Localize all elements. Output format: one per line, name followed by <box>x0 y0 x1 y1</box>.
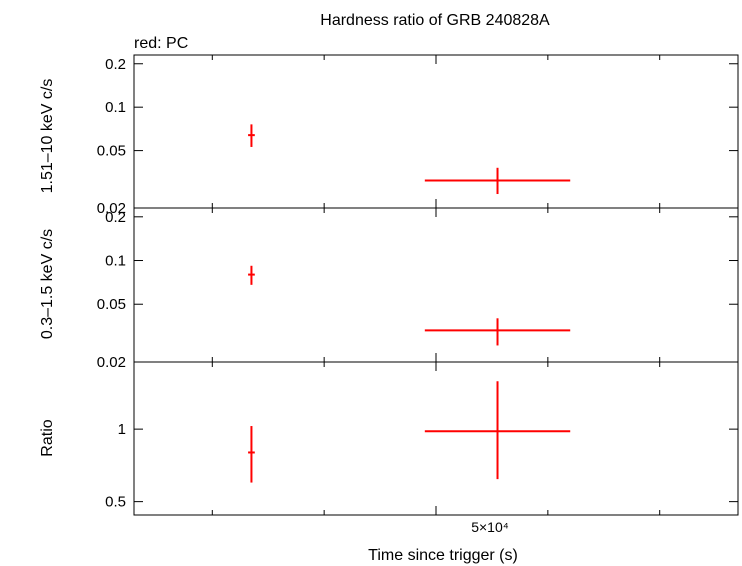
y-tick-label-hard: 0.02 <box>97 200 126 217</box>
y-tick-label-hard: 0.05 <box>97 143 126 160</box>
y-tick-label-ratio: 0.5 <box>105 494 126 511</box>
panel-frame-ratio <box>133 361 739 516</box>
y-tick-label-soft: 0.2 <box>105 209 126 226</box>
panel-frame-soft <box>133 207 739 363</box>
panel-frame-hard <box>133 54 739 209</box>
legend-text: red: PC <box>134 35 188 52</box>
y-tick-label-hard: 0.2 <box>105 56 126 73</box>
x-axis-label: Time since trigger (s) <box>368 547 518 564</box>
y-tick-label-ratio: 1 <box>118 421 126 438</box>
ylabel-hard: 1.51–10 keV c/s <box>39 79 56 194</box>
y-tick-label-soft: 0.1 <box>105 253 126 270</box>
ylabel-ratio: Ratio <box>39 419 56 456</box>
y-tick-label-hard: 0.1 <box>105 99 126 116</box>
y-tick-label-soft: 0.02 <box>97 354 126 371</box>
chart-title: Hardness ratio of GRB 240828A <box>320 12 550 29</box>
ylabel-soft: 0.3–1.5 keV c/s <box>39 229 56 339</box>
x-tick-label-5e4: 5×10⁴ <box>471 519 509 535</box>
y-tick-label-soft: 0.05 <box>97 296 126 313</box>
